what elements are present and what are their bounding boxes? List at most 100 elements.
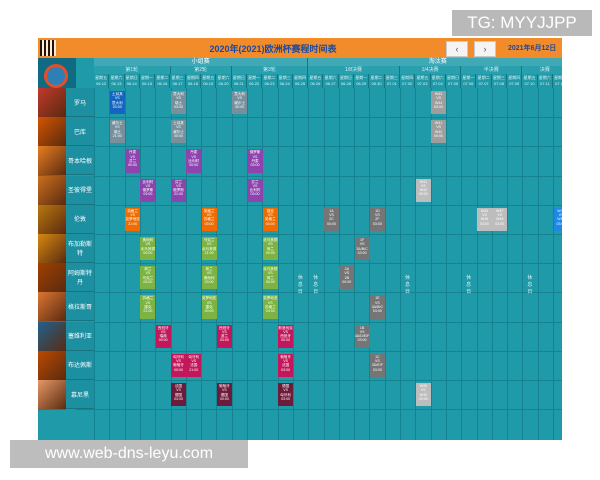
group-match[interactable]: 葡萄牙 VS 法国 03:00 [278, 353, 294, 377]
group-match[interactable]: 英格兰 VS 苏格兰 03:00 [201, 207, 217, 231]
vs-label: VS [160, 329, 166, 334]
group-match[interactable]: 英格兰 VS 克罗地亚 21:00 [125, 207, 141, 231]
group-match[interactable]: 荷兰 VS 奥地利 03:00 [201, 266, 217, 290]
group-match[interactable]: 法国 VS 德国 03:00 [171, 383, 186, 407]
knockout-match[interactable]: W45 VS W46 03:00 [477, 207, 492, 231]
match-time: 21:00 [143, 309, 153, 314]
team-name: 瑞典 [159, 334, 167, 339]
group-match[interactable]: 捷克 VS 英格兰 03:00 [262, 207, 278, 231]
group-match[interactable]: 西班牙 VS 瑞典 03:00 [155, 324, 171, 348]
group-match[interactable]: 2A VS 2B 00:00 [339, 266, 355, 290]
group-match[interactable]: 1D VS 2F 03:00 [369, 207, 385, 231]
group-match[interactable]: 葡萄牙 VS 德国 00:00 [216, 383, 232, 407]
team-name: 法国 [174, 384, 183, 388]
group-match[interactable]: 芬兰 VS 俄罗斯 21:00 [171, 178, 186, 202]
date-label: 07.10 [524, 81, 535, 86]
weekday-label: 星期五 [416, 75, 429, 80]
weekday-label: 星期日 [125, 75, 138, 80]
group-match[interactable]: 德国 VS 匈牙利 03:00 [278, 383, 294, 407]
group-match[interactable]: 土耳其 VS 意大利 03:00 [109, 91, 125, 115]
match-time: 21:00 [112, 134, 122, 139]
group-match[interactable]: 乌克兰 VS 北马其顿 21:00 [201, 237, 217, 261]
next-date-button[interactable]: › [474, 41, 496, 57]
match-time: 03:00 [250, 163, 260, 168]
date-label: 07.01 [386, 81, 397, 86]
team-name: 法国 [190, 363, 198, 368]
match-time: 03:00 [265, 221, 275, 226]
group-match[interactable]: 匈牙利 VS 法国 21:00 [186, 353, 202, 377]
date-label: 06.28 [340, 81, 351, 86]
city-name: 罗马 [66, 88, 94, 117]
prev-date-button[interactable]: ‹ [446, 41, 468, 57]
team-name: 土耳其 [173, 121, 184, 126]
team-name: 德国 [174, 392, 183, 397]
group-match[interactable]: 奥地利 VS 北马其顿 00:00 [140, 237, 156, 261]
knockout-match[interactable]: W47 VS W48 03:00 [492, 207, 508, 231]
group-match[interactable]: 北马其顿 VS 荷兰 00:00 [262, 266, 278, 290]
qr-code-icon [40, 40, 56, 56]
group-match[interactable]: 1A VS 2C 00:00 [324, 207, 339, 231]
team-name: 西班牙 [219, 325, 230, 330]
round-header: 1/4决赛 [400, 66, 462, 74]
group-match[interactable]: 荷兰 VS 乌克兰 03:00 [140, 266, 156, 290]
group-match[interactable]: 比利时 VS 俄罗斯 03:00 [140, 178, 156, 202]
title-bar: 2020年(2021)欧洲杯赛程时间表 ‹ › 2021年6月12日 [38, 38, 562, 58]
match-time: 00:00 [281, 338, 291, 343]
rest-day-label: 休 [466, 274, 472, 281]
knockout-match[interactable]: W39 VS W40 03:00 [415, 383, 431, 407]
team-name: 比利时 [188, 158, 200, 163]
vs-label: VS [267, 271, 273, 276]
team-name: 西班牙 [280, 334, 291, 339]
group-match[interactable]: 俄罗斯 VS 丹麦 03:00 [247, 149, 263, 173]
group-match[interactable]: 威尔士 VS 瑞士 21:00 [109, 120, 125, 144]
city-name: 布加勒斯特 [66, 234, 94, 263]
group-match[interactable]: 西班牙 VS 波兰 03:00 [216, 324, 232, 348]
venue-photo [38, 292, 66, 323]
group-match[interactable]: 1B VS 3A/D/E/F 03:00 [354, 324, 370, 348]
group-match[interactable]: 丹麦 VS 比利时 00:00 [186, 149, 202, 173]
group-match[interactable]: 1E VS 3A/B/C 03:00 [369, 295, 385, 319]
rest-day-label: 日 [527, 288, 533, 295]
team-name: 英格兰 [203, 208, 215, 213]
knockout-match[interactable]: W49VSW5003:00 [553, 207, 562, 231]
group-match[interactable]: 芬兰 VS 比利时 03:00 [247, 178, 263, 202]
team-name: W46 [480, 217, 489, 222]
date-cell: 星期二 06.23 [262, 74, 278, 88]
group-match[interactable]: 1C VS 3D/E/F 03:00 [369, 353, 385, 377]
group-match[interactable]: 1F VS 3A/B/C 03:00 [354, 237, 370, 261]
group-match[interactable]: 克罗地亚 VS 捷克 00:00 [201, 295, 217, 319]
match-time: 03:00 [434, 104, 444, 109]
date-label: 07.02 [402, 81, 413, 86]
team-name: 匈牙利 [173, 354, 184, 359]
group-match[interactable]: 斯洛伐克 VS 西班牙 00:00 [278, 324, 294, 348]
match-time: 03:00 [357, 338, 367, 343]
weekday-label: 星期日 [339, 75, 352, 80]
group-match[interactable]: 匈牙利 VS 葡萄牙 00:00 [171, 353, 186, 377]
knockout-match[interactable]: W41 VS W42 00:00 [415, 178, 431, 202]
group-match[interactable]: 意大利 VS 威尔士 00:00 [232, 91, 248, 115]
team-name: 荷兰 [205, 267, 213, 272]
venue-photo [38, 88, 66, 118]
knockout-match[interactable]: W43 VS W44 03:00 [431, 91, 447, 115]
team-name: 乌克兰 [142, 275, 154, 280]
match-time: 21:00 [128, 221, 138, 226]
vs-label: VS [176, 359, 181, 364]
group-match[interactable]: 克罗地亚 VS 苏格兰 03:00 [262, 295, 278, 319]
date-cell: 星期三 07.01 [385, 74, 400, 88]
match-time: 00:00 [143, 250, 153, 255]
group-match[interactable]: 意大利 VS 瑞士 03:00 [171, 91, 186, 115]
match-time: 03:00 [174, 104, 183, 109]
watermark-bottom: www.web-dns-leyu.com [10, 440, 248, 468]
date-label: 06.21 [233, 81, 244, 86]
group-match[interactable]: 苏格兰 VS 捷克 21:00 [140, 295, 156, 319]
match-time: 03:00 [495, 221, 505, 226]
team-name: 克罗地亚 [263, 296, 278, 301]
knockout-match[interactable]: W41 VS W42 00:00 [431, 120, 447, 144]
group-match[interactable]: 丹麦 VS 芬兰 00:00 [125, 149, 141, 173]
group-match[interactable]: 北马其顿 VS 荷兰 00:00 [262, 237, 278, 261]
group-match[interactable]: 土耳其 VS 威尔士 00:00 [171, 120, 186, 144]
vs-label: VS [145, 300, 151, 305]
city-name: 慕尼黑 [66, 380, 94, 409]
weekday-label: 星期三 [278, 75, 291, 80]
match-time: 21:00 [204, 250, 214, 255]
